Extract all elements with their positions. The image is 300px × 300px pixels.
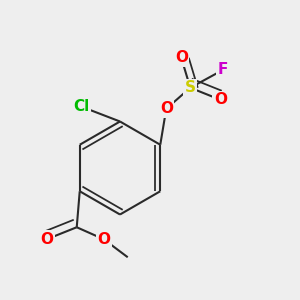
Text: Cl: Cl [73,99,89,114]
Text: O: O [40,232,53,247]
Text: O: O [97,232,110,247]
Text: F: F [218,62,229,77]
Text: S: S [185,80,196,95]
Text: O: O [214,92,227,107]
Text: O: O [175,50,188,65]
Text: O: O [160,101,173,116]
